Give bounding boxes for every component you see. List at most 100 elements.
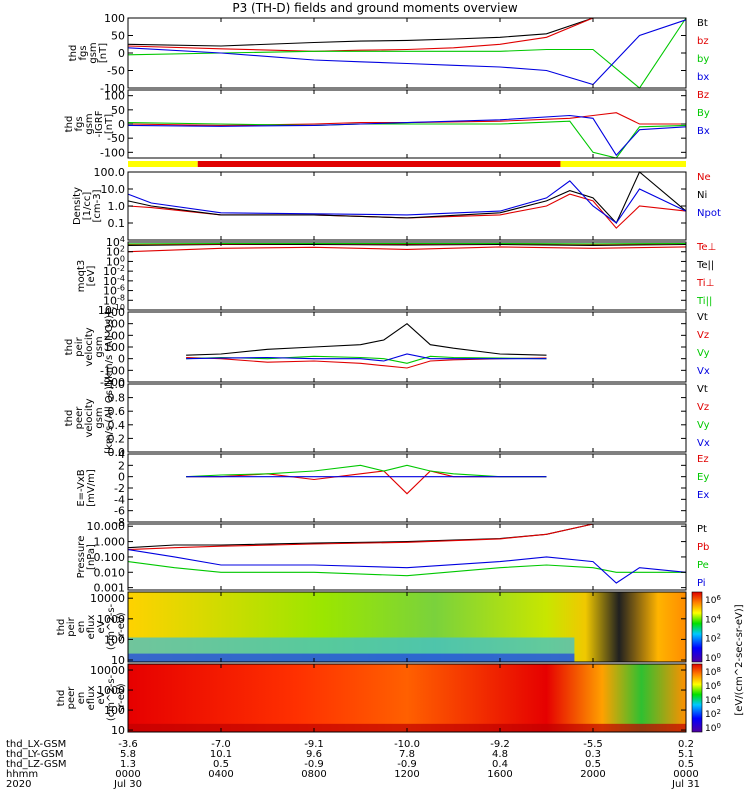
footer-value: 5.1	[678, 749, 694, 760]
y-axis-label: [nT]	[98, 43, 109, 63]
series-line	[127, 561, 686, 577]
y-tick-label: 0.6	[108, 405, 126, 418]
y-axis-label: [cm-3]	[92, 189, 103, 222]
spectrogram-image	[128, 664, 686, 732]
y-tick-label: 1.0	[108, 378, 126, 391]
footer-value: Jul 31	[671, 779, 700, 790]
y-tick-label: 10.000	[87, 520, 126, 533]
y-tick-label: -100	[100, 146, 125, 159]
y-axis-label: fgs	[74, 116, 85, 131]
y-axis-label: thd	[64, 410, 75, 427]
y-tick-label: -2	[114, 482, 125, 495]
mode-segment	[128, 161, 198, 167]
legend-Vy: Vy	[697, 420, 710, 431]
y-axis-label: velocity	[84, 398, 95, 437]
y-axis-label: eflux	[86, 686, 97, 711]
y-axis-label: fgs	[78, 45, 89, 60]
legend-By: By	[697, 108, 710, 119]
series-line	[127, 19, 687, 86]
legend-Ne: Ne	[697, 172, 711, 183]
y-tick-label: 1.000	[94, 536, 126, 549]
series-line	[127, 114, 687, 157]
y-axis-label: Density	[72, 187, 83, 225]
series-line	[127, 171, 687, 224]
footer-value: 7.8	[399, 749, 415, 760]
colorbar-tick: 106	[705, 680, 721, 692]
y-tick-label: -100	[100, 82, 125, 95]
panel-frame	[127, 453, 687, 523]
footer-value: 4.8	[492, 749, 508, 760]
legend-Vz: Vz	[697, 330, 709, 341]
y-tick-label: 0.100	[94, 551, 126, 564]
y-axis-label: gsm	[84, 113, 95, 134]
y-axis-label: [nT]	[104, 114, 115, 134]
legend-bz: bz	[697, 36, 709, 47]
y-axis-label: peer	[66, 686, 77, 710]
series-line	[186, 464, 547, 478]
footer-value: -0.9	[304, 759, 324, 770]
y-axis-label: thd	[68, 45, 79, 62]
legend-Vy: Vy	[697, 348, 710, 359]
series-line	[127, 17, 687, 89]
y-axis-label: eV	[96, 620, 107, 633]
footer-value: 0.4	[492, 759, 508, 770]
legend-Vz: Vz	[697, 402, 709, 413]
legend-Pt: Pt	[697, 524, 707, 535]
y-tick-label: 0.010	[94, 566, 126, 579]
y-tick-label: 100	[106, 254, 125, 268]
y-axis-label: sr-eV)	[116, 612, 127, 641]
footer-value: 1600	[487, 769, 512, 780]
y-axis-label: gsm	[94, 336, 105, 357]
footer-value: 0.2	[678, 739, 694, 750]
y-tick-label: 100.0	[94, 166, 126, 179]
colorbar-tick: 108	[705, 666, 721, 678]
footer-value: 0000	[115, 769, 140, 780]
series-line	[127, 120, 687, 159]
mode-bar	[128, 161, 686, 167]
y-tick-label: 10-8	[103, 293, 125, 307]
y-tick-label: 0	[118, 47, 125, 60]
y-tick-label: 0.4	[108, 419, 126, 432]
y-tick-label: 10000	[90, 664, 125, 677]
y-tick-label: 4	[118, 448, 125, 461]
series-line	[127, 549, 687, 584]
y-tick-label: 104	[106, 235, 125, 249]
footer-row-label: 2020	[6, 779, 31, 790]
y-axis-label: [eV]	[86, 266, 97, 287]
panel-8: 10.000 1.000 0.100 0.010 0.001 Pressure [nPa] P…	[76, 520, 709, 594]
y-axis-label: gsm	[94, 407, 105, 428]
y-tick-label: 1000	[97, 684, 125, 697]
legend-Pi: Pi	[697, 578, 706, 589]
y-tick-label: 100	[104, 90, 125, 103]
footer-value: 10.1	[210, 749, 232, 760]
y-tick-label: 2	[118, 459, 125, 472]
y-axis-label: E=-VxB	[76, 469, 87, 506]
y-tick-label: 10.0	[101, 183, 126, 196]
colorbar	[691, 591, 703, 663]
y-tick-label: -4	[114, 493, 125, 506]
footer-value: 0.5	[213, 759, 229, 770]
panel-frame	[127, 311, 687, 383]
y-tick-label: 1000	[97, 613, 125, 626]
y-tick-label: -100	[100, 364, 125, 377]
footer-value: 0000	[673, 769, 698, 780]
y-tick-label: 0	[118, 118, 125, 131]
y-tick-label: 0.8	[108, 392, 126, 405]
colorbar-label: [eV/(cm^2-sec-sr-eV)]	[734, 604, 745, 715]
footer-value: 5.8	[120, 749, 136, 760]
y-tick-label: 0	[118, 353, 125, 366]
legend-Pe: Pe	[697, 560, 709, 571]
page-title: P3 (TH-D) fields and ground moments over…	[232, 1, 518, 15]
y-axis-label: Pressure	[76, 536, 87, 579]
spectrogram-floor-band	[128, 723, 686, 732]
footer-value: 0800	[301, 769, 326, 780]
y-axis-label: en	[76, 692, 87, 705]
y-tick-label: -200	[100, 376, 125, 389]
spectrogram-floor-band	[128, 653, 575, 662]
footer-value: -5.5	[583, 739, 603, 750]
footer-row-label: thd_LY-GSM	[6, 749, 63, 760]
